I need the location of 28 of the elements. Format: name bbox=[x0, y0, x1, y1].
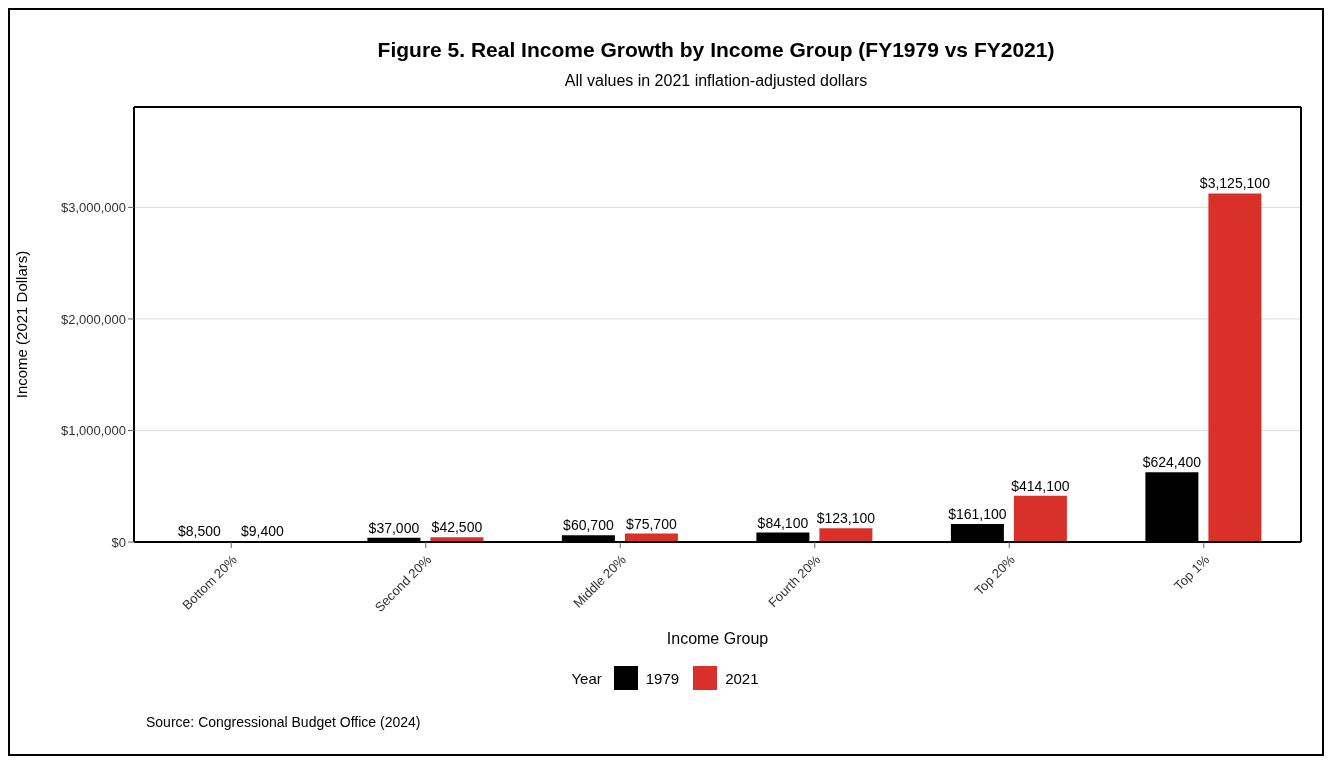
chart-title: Figure 5. Real Income Growth by Income Group (FY1979 vs FY2021) bbox=[376, 38, 1056, 62]
legend-title: Year bbox=[571, 669, 602, 687]
bar bbox=[819, 528, 873, 542]
y-tick-label: $2,000,000 bbox=[60, 311, 126, 327]
data-label: $161,100 bbox=[948, 506, 1007, 523]
data-label: $9,400 bbox=[240, 522, 285, 539]
data-label: $60,700 bbox=[563, 517, 614, 534]
data-label: $3,125,100 bbox=[1199, 175, 1271, 192]
data-label: $37,000 bbox=[368, 519, 420, 536]
x-axis-title: Income Group bbox=[666, 630, 769, 647]
data-label: $8,500 bbox=[177, 523, 222, 540]
x-tick-label: Top 1% bbox=[1171, 551, 1213, 594]
legend-label: 2021 bbox=[725, 669, 759, 687]
chart-subtitle: All values in 2021 inflation-adjusted dollars bbox=[563, 72, 869, 90]
data-label: $84,100 bbox=[757, 514, 809, 531]
y-axis-title: Income (2021 Dollars) bbox=[13, 250, 31, 399]
data-label: $42,500 bbox=[431, 519, 483, 536]
data-label: $624,400 bbox=[1142, 454, 1202, 471]
data-label: $123,100 bbox=[816, 510, 876, 527]
data-label: $414,100 bbox=[1011, 477, 1070, 494]
bar bbox=[1013, 495, 1067, 542]
data-label: $75,700 bbox=[626, 515, 677, 532]
bar bbox=[1208, 193, 1262, 542]
source-note: Source: Congressional Budget Office (2024) bbox=[146, 714, 421, 730]
y-tick-label: $3,000,000 bbox=[60, 200, 126, 215]
y-tick-label: $1,000,000 bbox=[60, 423, 126, 439]
y-tick-label: $0 bbox=[111, 534, 126, 550]
legend-label: 1979 bbox=[645, 669, 680, 687]
